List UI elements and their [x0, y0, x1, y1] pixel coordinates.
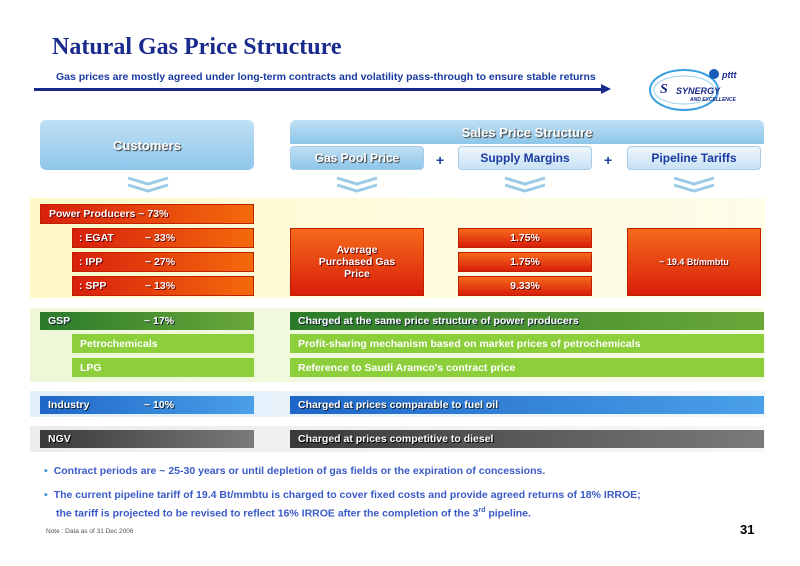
supply-margin-ipp: 1.75%	[458, 252, 592, 272]
note-text: pipeline.	[485, 507, 531, 520]
row-share: ~ 13%	[145, 280, 176, 292]
industry-label-bar: Industry ~ 10%	[40, 396, 254, 414]
gsp-label-bar: GSP ~ 17%	[40, 312, 254, 330]
logo-brand: pttt	[722, 70, 737, 80]
row-name: : SPP	[79, 280, 107, 292]
note-bullet-1: • Contract periods are ~ 25-30 years or u…	[44, 464, 545, 479]
plus-sign: +	[604, 152, 613, 168]
page-subtitle: Gas prices are mostly agreed under long-…	[56, 71, 596, 83]
gsp-label: GSP	[48, 315, 71, 327]
plus-sign: +	[436, 152, 445, 168]
note-text: The current pipeline tariff of 19.4 Bt/m…	[53, 489, 641, 501]
chevron-down-icon	[127, 176, 169, 193]
industry-share: ~ 10%	[144, 399, 175, 411]
page-title: Natural Gas Price Structure	[52, 34, 342, 60]
ngv-label: NGV	[40, 430, 254, 448]
row-name: : EGAT	[79, 232, 114, 244]
power-row-egat: : EGAT ~ 33%	[72, 228, 254, 248]
gsp-description: Charged at the same price structure of p…	[290, 312, 764, 330]
industry-label: Industry	[48, 399, 90, 411]
power-producers-label: Power Producers ~ 73%	[40, 204, 254, 224]
supply-margins-header: Supply Margins	[458, 146, 592, 170]
note-bullet-2: • The current pipeline tariff of 19.4 Bt/…	[44, 488, 764, 522]
note-text: the tariff is projected to be revised to…	[56, 507, 479, 520]
chevron-down-icon	[673, 176, 715, 193]
power-row-spp: : SPP ~ 13%	[72, 276, 254, 296]
ngv-description: Charged at prices competitive to diesel	[290, 430, 764, 448]
pipeline-tariffs-header: Pipeline Tariffs	[627, 146, 761, 170]
page-number: 31	[740, 522, 755, 537]
bullet-icon: •	[44, 489, 48, 501]
row-share: ~ 27%	[145, 256, 176, 268]
gsp-row-desc: Reference to Saudi Aramco's contract pri…	[290, 358, 764, 377]
gsp-row-name: LPG	[72, 358, 254, 377]
row-name: : IPP	[79, 256, 103, 268]
average-purchased-gas-price-box: Average Purchased Gas Price	[290, 228, 424, 296]
bullet-icon: •	[44, 465, 48, 477]
gsp-row-desc: Profit-sharing mechanism based on market…	[290, 334, 764, 353]
header-arrow-line	[34, 88, 604, 91]
sales-price-structure-header: Sales Price Structure	[290, 120, 764, 144]
header-arrow-icon	[601, 84, 611, 94]
customers-header: Customers	[40, 120, 254, 170]
chevron-down-icon	[336, 176, 378, 193]
supply-margin-spp: 9.33%	[458, 276, 592, 296]
pipeline-tariff-box: ~ 19.4 Bt/mmbtu	[627, 228, 761, 296]
gas-pool-price-header: Gas Pool Price	[290, 146, 424, 170]
note-text: Contract periods are ~ 25-30 years or un…	[53, 465, 546, 477]
logo-subtext: AND EXCELLENCE	[690, 97, 736, 103]
footnote: Note : Data as of 31 Dec 2006	[46, 528, 134, 535]
gsp-row-name: Petrochemicals	[72, 334, 254, 353]
row-share: ~ 33%	[145, 232, 176, 244]
logo-text: SYNERGY	[676, 86, 721, 96]
industry-description: Charged at prices comparable to fuel oil	[290, 396, 764, 414]
synergy-logo: S pttt SYNERGY AND EXCELLENCE	[640, 62, 758, 118]
gsp-share: ~ 17%	[144, 315, 175, 327]
supply-margin-egat: 1.75%	[458, 228, 592, 248]
svg-text:S: S	[660, 82, 668, 97]
note-superscript: rd	[478, 507, 486, 514]
chevron-down-icon	[504, 176, 546, 193]
power-row-ipp: : IPP ~ 27%	[72, 252, 254, 272]
